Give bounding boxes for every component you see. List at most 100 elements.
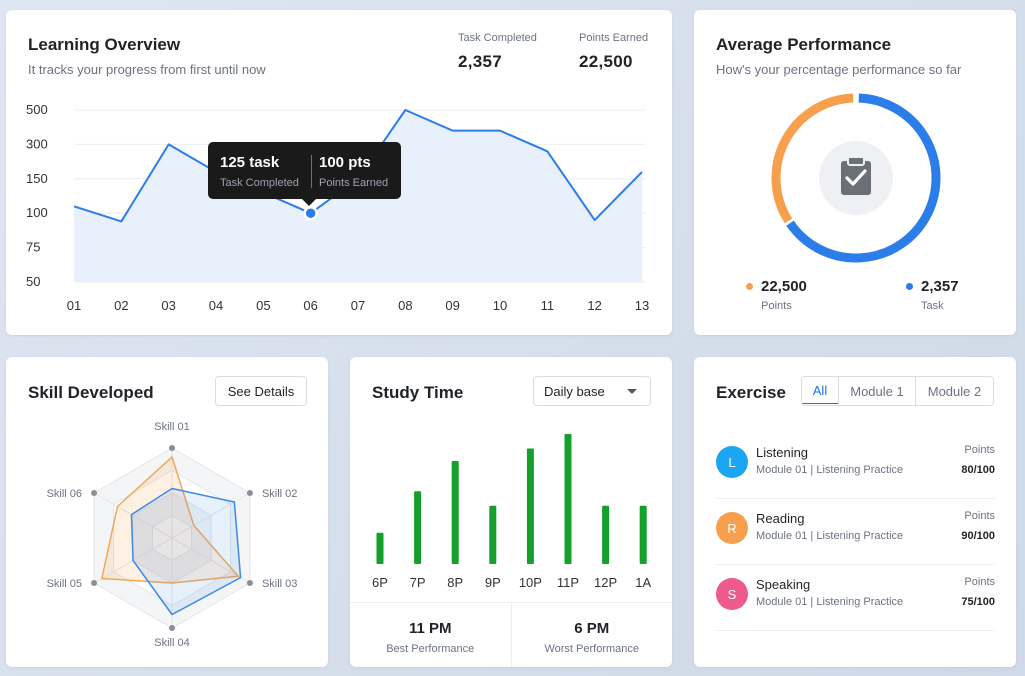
average-title: Average Performance — [716, 35, 892, 54]
exercise-meta: Module 01 | Listening Practice — [756, 530, 904, 542]
x-tick-label: 11 — [541, 298, 555, 313]
radar-axis-label: Skill 03 — [262, 578, 297, 590]
radar-vertex — [169, 625, 175, 631]
points-value: 75/100 — [961, 596, 995, 608]
average-header: Average Performance How's your percentag… — [716, 35, 961, 77]
learning-header: Learning Overview It tracks your progres… — [28, 35, 266, 77]
x-tick-label: 05 — [256, 298, 270, 313]
study-bar — [639, 505, 647, 564]
legend-task: 2,357 Task — [906, 278, 959, 312]
exercise-item-reading[interactable]: R Reading Module 01 | Listening Practice… — [716, 499, 995, 565]
legend-task-label: Task — [920, 300, 944, 312]
points-label: Points — [964, 576, 995, 588]
highlighted-point[interactable] — [303, 205, 318, 221]
tooltip-tasks-value: 125 task — [220, 154, 280, 171]
legend-points-value: 22,500 — [761, 278, 807, 295]
radar-axis-label: Skill 06 — [47, 488, 82, 500]
tasks-completed-label: Task Completed — [458, 32, 537, 44]
x-tick-label: 04 — [209, 298, 223, 313]
study-bar — [376, 532, 384, 564]
radar-series — [130, 487, 242, 616]
performance-summary: 11 PM Best Performance 6 PM Worst Perfor… — [350, 602, 672, 667]
bar-category-label: 10P — [519, 575, 542, 590]
worst-performance: 6 PM Worst Performance — [510, 603, 673, 667]
skill-radar-chart: Skill 01 Skill 02 Skill 03 Skill 04 Skill 05… — [47, 421, 298, 649]
exercise-name: Speaking — [756, 577, 811, 592]
clipboard-check-icon — [841, 156, 871, 195]
points-earned-value: 22,500 — [579, 52, 633, 71]
tooltip-tasks: 125 task Task Completed — [220, 154, 299, 189]
tooltip-points-label: Points Earned — [319, 177, 389, 189]
radar-vertex — [246, 580, 253, 586]
period-select-value: Daily base — [544, 383, 605, 399]
learning-overview-card: Learning Overview It tracks your progres… — [6, 10, 672, 335]
exercise-tabs: All Module 1 Module 2 — [801, 376, 994, 406]
radar-spoke — [171, 492, 251, 539]
radar-vertex — [91, 490, 98, 496]
bar-category-label: 7P — [410, 575, 426, 590]
performance-donut-chart — [771, 93, 941, 263]
average-performance-card: Average Performance How's your percentag… — [694, 10, 1016, 335]
exercise-item-listening[interactable]: L Listening Module 01 | Listening Practi… — [716, 433, 995, 499]
legend-points: 22,500 Points — [746, 278, 807, 312]
tooltip-points-value: 100 pts — [319, 154, 371, 171]
exercise-item-speaking[interactable]: S Speaking Module 01 | Listening Practic… — [716, 565, 995, 631]
chart-tooltip: 125 task Task Completed 100 pts Points E… — [208, 142, 401, 206]
average-subtitle: How's your percentage performance so far — [716, 62, 962, 77]
see-details-button[interactable]: See Details — [215, 376, 307, 406]
x-tick-label: 09 — [445, 298, 459, 313]
exercise-name: Listening — [756, 445, 809, 460]
y-tick-label: 75 — [26, 240, 40, 255]
x-tick-label: 03 — [161, 298, 175, 313]
donut-slice-task — [786, 93, 941, 263]
study-bar — [526, 448, 534, 564]
exercise-name: Reading — [756, 511, 805, 526]
radar-vertex — [169, 445, 175, 451]
y-tick-label: 500 — [26, 102, 48, 117]
chevron-down-icon — [627, 389, 637, 394]
learning-title: Learning Overview — [28, 35, 181, 54]
tooltip-tasks-label: Task Completed — [220, 177, 299, 189]
bar-category-label: 1A — [635, 575, 651, 590]
x-tick-label: 08 — [398, 298, 412, 313]
task-dot-icon — [906, 283, 913, 290]
radar-series — [100, 455, 240, 584]
best-performance: 11 PM Best Performance — [350, 603, 511, 667]
avatar: L — [716, 446, 748, 478]
radar-vertex — [246, 490, 253, 496]
y-tick-label: 300 — [26, 136, 48, 151]
study-bar — [414, 491, 422, 564]
avatar: S — [716, 578, 748, 610]
y-tick-label: 150 — [26, 171, 48, 186]
exercise-meta: Module 01 | Listening Practice — [756, 464, 904, 476]
worst-performance-value: 6 PM — [574, 620, 610, 637]
points-label: Points — [964, 444, 995, 456]
tasks-completed-stat: Task Completed 2,357 — [458, 32, 537, 72]
study-bar — [489, 505, 497, 564]
x-tick-label: 07 — [351, 298, 365, 313]
tab-all[interactable]: All — [802, 377, 839, 404]
points-value: 90/100 — [961, 530, 995, 542]
points-value: 80/100 — [961, 464, 995, 476]
bar-category-label: 8P — [447, 575, 463, 590]
tab-module-2[interactable]: Module 2 — [915, 377, 993, 405]
bar-category-label: 6P — [372, 575, 388, 590]
tasks-completed-value: 2,357 — [458, 52, 503, 71]
tooltip-divider — [311, 155, 312, 188]
learning-subtitle: It tracks your progress from first until… — [28, 62, 266, 77]
study-title: Study Time — [372, 383, 464, 402]
exercise-title: Exercise — [716, 383, 786, 402]
x-tick-label: 06 — [303, 298, 317, 313]
skill-developed-card: Skill Developed See Details Skill 01 Skil… — [6, 357, 328, 667]
x-tick-label: 10 — [493, 298, 507, 313]
period-select[interactable]: Daily base — [533, 376, 651, 406]
y-tick-label: 50 — [26, 274, 40, 289]
points-dot-icon — [746, 283, 753, 290]
x-tick-label: 02 — [114, 298, 128, 313]
x-tick-label: 01 — [67, 298, 81, 313]
tooltip-points: 100 pts Points Earned — [319, 154, 388, 189]
avatar: R — [716, 512, 748, 544]
tab-module-1[interactable]: Module 1 — [838, 377, 915, 405]
points-earned-label: Points Earned — [579, 32, 649, 44]
legend-task-value: 2,357 — [921, 278, 959, 295]
